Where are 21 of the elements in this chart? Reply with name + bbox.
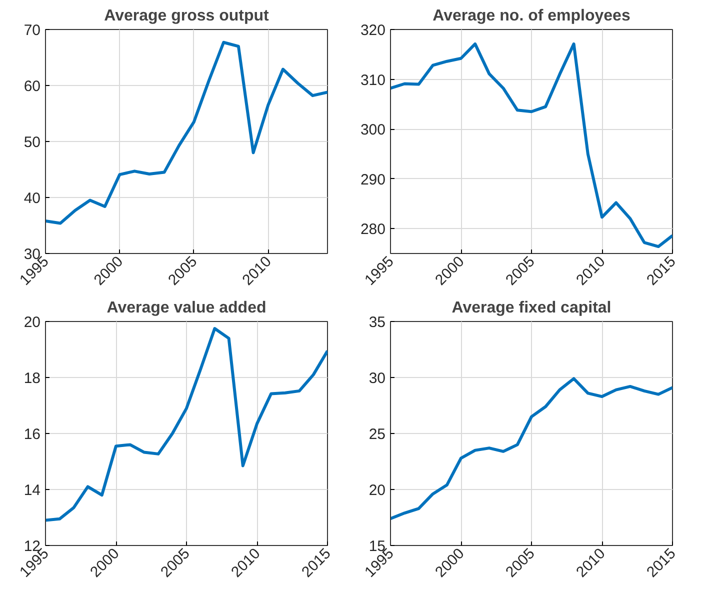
- y-tick-label: 320: [360, 22, 386, 39]
- y-tick-label: 310: [360, 72, 386, 89]
- chart-title: Average no. of employees: [432, 8, 630, 24]
- y-tick-label: 20: [368, 482, 386, 499]
- chart-title: Average value added: [106, 300, 266, 316]
- y-tick-label: 40: [24, 190, 41, 207]
- y-tick-label: 50: [24, 134, 41, 151]
- y-tick-label: 20: [24, 314, 41, 331]
- y-tick-label: 290: [360, 171, 386, 188]
- y-tick-label: 16: [24, 426, 41, 443]
- y-tick-label: 14: [24, 482, 41, 499]
- y-tick-label: 30: [368, 370, 386, 387]
- chart-title: Average gross output: [104, 8, 270, 24]
- y-tick-label: 35: [368, 314, 386, 331]
- y-tick-label: 60: [24, 78, 41, 95]
- y-tick-label: 18: [24, 370, 41, 387]
- chart-title: Average fixed capital: [452, 300, 612, 316]
- y-tick-label: 280: [360, 221, 386, 238]
- y-tick-label: 25: [368, 426, 386, 443]
- y-tick-label: 300: [360, 122, 386, 139]
- y-tick-label: 70: [24, 22, 41, 39]
